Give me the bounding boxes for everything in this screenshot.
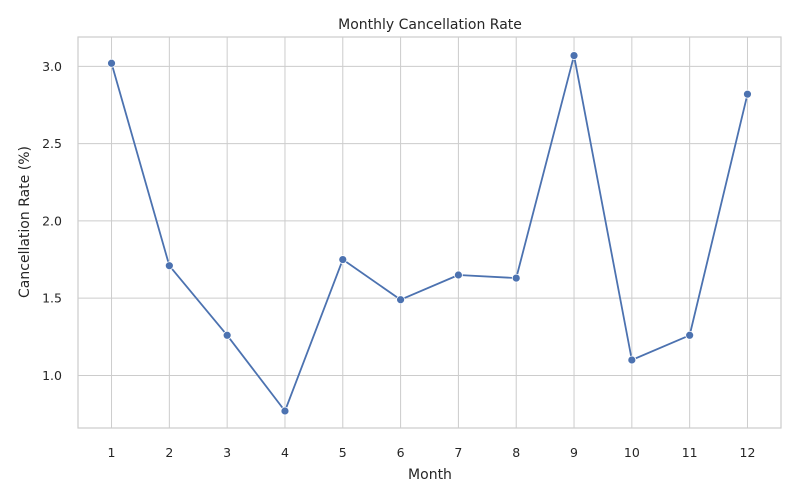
- data-point: [743, 89, 752, 99]
- data-point: [454, 270, 463, 280]
- data-point: [107, 58, 116, 68]
- x-axis-label: Month: [408, 467, 452, 483]
- series-line: [110, 54, 749, 412]
- data-point: [685, 330, 695, 340]
- x-tick-label: 12: [740, 445, 756, 460]
- x-tick-label: 11: [682, 445, 698, 460]
- tick-labels: 1 2 3 4 5 6 7 8 9 10 11 121.01.52.02.53.0: [42, 59, 755, 460]
- x-tick-label: 4: [281, 445, 289, 460]
- data-point: [569, 51, 579, 60]
- x-tick-label: 7: [454, 445, 462, 460]
- grid-lines: [78, 37, 781, 428]
- x-tick-label: 6: [397, 445, 405, 460]
- x-tick-label: 2: [165, 445, 173, 460]
- data-point: [396, 295, 405, 305]
- x-tick-label: 9: [570, 445, 578, 460]
- y-axis-label: Cancellation Rate (%): [17, 146, 33, 298]
- x-tick-label: 3: [223, 445, 231, 460]
- x-tick-label: 10: [624, 445, 640, 460]
- y-tick-label: 2.0: [42, 213, 62, 228]
- y-tick-label: 1.0: [42, 368, 62, 383]
- y-tick-label: 2.5: [42, 136, 62, 151]
- y-tick-label: 3.0: [42, 59, 62, 74]
- y-tick-label: 1.5: [42, 291, 62, 306]
- data-point: [280, 406, 290, 416]
- data-point: [164, 261, 174, 271]
- x-tick-label: 8: [512, 445, 520, 460]
- data-point: [511, 273, 521, 283]
- data-point: [627, 355, 637, 365]
- plot-border: [77, 36, 782, 429]
- chart-title: Monthly Cancellation Rate: [338, 17, 522, 33]
- x-tick-label: 5: [339, 445, 347, 460]
- series-layer: [107, 51, 752, 416]
- x-tick-label: 1: [108, 445, 116, 460]
- data-point: [338, 255, 348, 264]
- plot-frame: [77, 36, 782, 429]
- data-point: [222, 330, 232, 340]
